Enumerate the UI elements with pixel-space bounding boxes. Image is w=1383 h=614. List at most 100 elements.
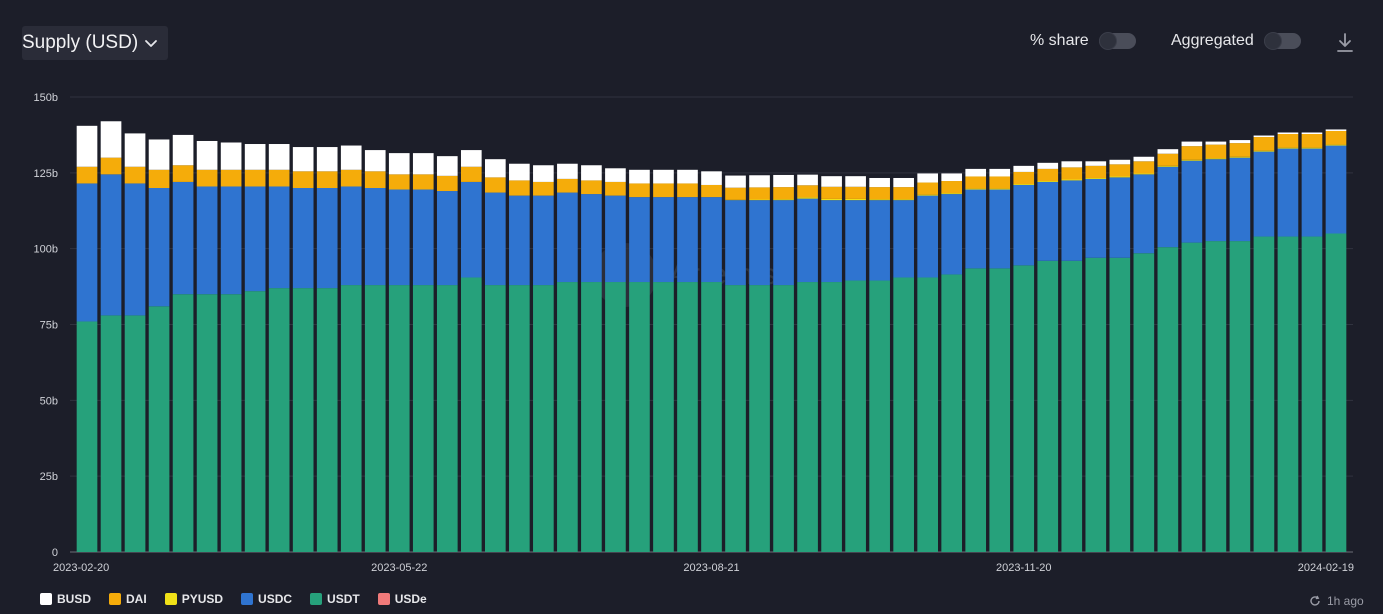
bar-dai bbox=[677, 183, 698, 198]
bar-dai bbox=[629, 183, 650, 198]
legend-swatch bbox=[377, 593, 390, 605]
bar-busd bbox=[1181, 141, 1203, 147]
bar-usdc bbox=[749, 200, 770, 286]
bar-busd bbox=[460, 150, 482, 167]
y-tick-label: 75b bbox=[40, 320, 58, 332]
bar-busd bbox=[340, 145, 362, 170]
bar-usdc bbox=[605, 195, 626, 283]
bar-busd bbox=[749, 175, 770, 188]
bar-busd bbox=[1157, 149, 1179, 154]
bar-usdc bbox=[316, 188, 338, 289]
bar-dai bbox=[845, 186, 866, 199]
bar-usdt bbox=[989, 268, 1011, 552]
bar-dai bbox=[1229, 143, 1251, 157]
bar-usdc bbox=[1229, 157, 1251, 242]
bar-pyusd bbox=[1085, 177, 1107, 179]
bar-busd bbox=[436, 156, 458, 176]
bar-usdt bbox=[725, 285, 746, 552]
legend-item-usdt[interactable]: USDT bbox=[310, 592, 360, 606]
bar-usdc bbox=[989, 189, 1011, 269]
bar-usdt bbox=[1013, 265, 1035, 552]
bar-usdt bbox=[533, 285, 554, 552]
legend-swatch bbox=[241, 593, 254, 605]
legend-item-busd[interactable]: BUSD bbox=[40, 592, 91, 606]
bar-busd bbox=[1325, 129, 1347, 131]
aggregated-toggle-group: Aggregated bbox=[1171, 32, 1301, 50]
bar-usdt bbox=[965, 268, 987, 552]
bar-dai bbox=[244, 169, 266, 187]
bar-busd bbox=[1277, 132, 1299, 135]
bar-usdc bbox=[1037, 181, 1059, 261]
bar-usdt bbox=[76, 321, 98, 552]
bar-dai bbox=[701, 184, 722, 198]
x-tick-label: 2023-11-20 bbox=[996, 562, 1051, 574]
bar-busd bbox=[869, 177, 890, 188]
bar-busd bbox=[773, 174, 794, 188]
share-toggle-group: % share bbox=[1030, 32, 1136, 50]
bar-busd bbox=[1109, 159, 1131, 165]
bar-usdc bbox=[677, 197, 698, 283]
bar-dai bbox=[100, 157, 122, 175]
bar-usdt bbox=[773, 285, 794, 552]
bar-usdt bbox=[581, 282, 602, 552]
bar-dai bbox=[1205, 144, 1227, 159]
share-toggle[interactable] bbox=[1098, 32, 1136, 50]
download-icon[interactable] bbox=[1335, 32, 1355, 54]
legend-swatch bbox=[164, 593, 177, 605]
bar-busd bbox=[244, 144, 266, 170]
bar-usdc bbox=[629, 197, 650, 283]
bar-usdc bbox=[845, 200, 866, 281]
bar-usdc bbox=[965, 189, 987, 269]
bar-usdc bbox=[1301, 148, 1323, 237]
bar-dai bbox=[533, 181, 554, 196]
legend-item-usde[interactable]: USDe bbox=[377, 592, 427, 606]
y-tick-label: 100b bbox=[34, 244, 58, 256]
legend-label: USDC bbox=[258, 592, 293, 606]
legend-swatch bbox=[310, 593, 323, 605]
bar-busd bbox=[701, 171, 722, 185]
metric-dropdown[interactable]: Supply (USD) bbox=[22, 26, 169, 60]
bar-usdc bbox=[581, 194, 602, 283]
bar-usdc bbox=[653, 197, 674, 283]
legend-item-pyusd[interactable]: PYUSD bbox=[164, 592, 223, 606]
bar-usdc bbox=[917, 195, 938, 278]
y-tick-label: 150b bbox=[34, 92, 58, 104]
bar-dai bbox=[412, 174, 434, 190]
bar-usdt bbox=[941, 274, 963, 552]
bar-usdt bbox=[701, 282, 722, 552]
bar-usdc bbox=[124, 183, 146, 316]
bar-dai bbox=[1181, 146, 1203, 160]
bar-usdt bbox=[557, 282, 578, 552]
bar-usdt bbox=[436, 285, 458, 552]
aggregated-toggle[interactable] bbox=[1263, 32, 1301, 50]
legend-item-usdc[interactable]: USDC bbox=[241, 592, 292, 606]
legend-item-dai[interactable]: DAI bbox=[109, 592, 147, 606]
bar-busd bbox=[629, 169, 650, 184]
bar-pyusd bbox=[1061, 179, 1083, 181]
bar-usdt bbox=[1301, 236, 1323, 553]
bar-usdc bbox=[701, 197, 722, 283]
bar-usdc bbox=[725, 200, 746, 286]
y-tick-label: 0 bbox=[52, 547, 58, 559]
legend-swatch bbox=[109, 593, 122, 605]
bar-busd bbox=[148, 139, 170, 170]
bar-usdc bbox=[436, 191, 458, 286]
bar-busd bbox=[1085, 161, 1107, 166]
bar-usdc bbox=[196, 186, 218, 295]
bar-usdt bbox=[316, 288, 338, 552]
bar-usdc bbox=[869, 200, 890, 281]
bar-usdc bbox=[220, 186, 242, 295]
bar-busd bbox=[821, 176, 842, 187]
bar-usdc bbox=[1277, 148, 1299, 237]
bar-pyusd bbox=[1181, 159, 1203, 161]
bar-dai bbox=[1301, 134, 1323, 148]
refresh-icon[interactable] bbox=[1309, 595, 1321, 607]
bar-usdt bbox=[1205, 241, 1227, 553]
bar-busd bbox=[1061, 161, 1083, 168]
bar-dai bbox=[1157, 153, 1179, 166]
last-updated: 1h ago bbox=[1309, 594, 1364, 608]
bar-dai bbox=[821, 186, 842, 199]
bar-busd bbox=[1301, 132, 1323, 135]
bar-pyusd bbox=[797, 197, 818, 199]
bar-usdt bbox=[1325, 233, 1347, 552]
